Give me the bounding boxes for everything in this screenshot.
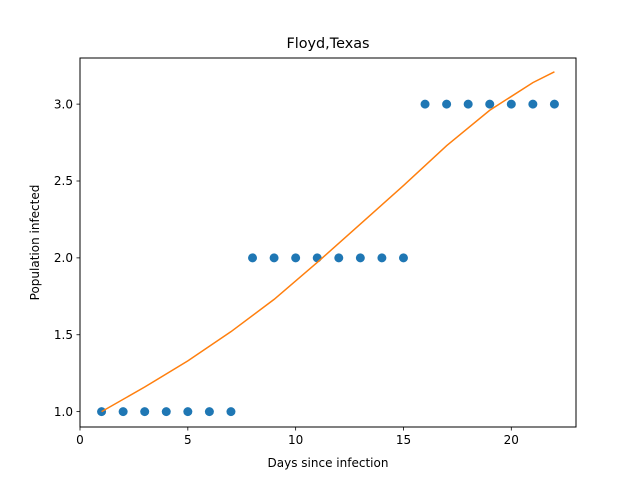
x-tick-label: 20 [504,433,519,447]
data-point [248,253,258,263]
data-point [420,99,430,109]
data-point [204,407,214,417]
y-tick-label: 2.0 [54,251,73,265]
data-point [528,99,538,109]
y-tick-label: 3.0 [54,97,73,111]
data-point [226,407,236,417]
data-point [463,99,473,109]
y-axis-label: Population infected [28,185,42,301]
data-point [291,253,301,263]
data-point [183,407,193,417]
data-point [334,253,344,263]
data-point [485,99,495,109]
y-tick-label: 1.0 [54,405,73,419]
data-point [549,99,559,109]
data-point [97,407,107,417]
y-tick-label: 2.5 [54,174,73,188]
x-tick-label: 15 [396,433,411,447]
x-axis-label: Days since infection [268,456,389,470]
data-point [269,253,279,263]
data-point [118,407,128,417]
data-point [442,99,452,109]
data-point [312,253,322,263]
fit-line [101,71,555,413]
data-point [398,253,408,263]
x-tick-label: 5 [184,433,192,447]
plot-frame [79,57,577,428]
chart-title: Floyd,Texas [286,36,369,52]
data-point [140,407,150,417]
data-point [377,253,387,263]
data-point [161,407,171,417]
data-point [506,99,516,109]
x-tick-label: 10 [288,433,303,447]
data-point [355,253,365,263]
x-tick-label: 0 [76,433,84,447]
y-tick-label: 1.5 [54,328,73,342]
